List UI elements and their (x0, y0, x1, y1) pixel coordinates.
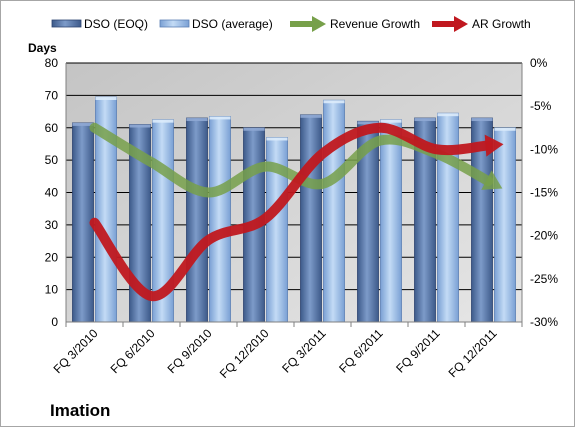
bar-cap (323, 100, 345, 104)
bar-cap (357, 121, 379, 125)
y2-tick-label: -30% (530, 315, 558, 329)
series-arrowhead (484, 134, 504, 157)
x-tick-label: FQ 9/2010 (165, 326, 215, 376)
x-tick-label: FQ 12/2011 (446, 326, 500, 380)
bar (209, 116, 231, 323)
y-tick-label: 40 (45, 186, 59, 200)
y-tick-labels-right: -30% -25% -20% -15% -10% -5% 0% (530, 56, 558, 329)
series-arrowhead (481, 170, 503, 190)
axes (65, 63, 523, 323)
bar-cap (129, 124, 151, 128)
series-line (89, 122, 493, 302)
legend-swatch (51, 19, 82, 28)
bar (437, 112, 459, 323)
y2-tick-label: -15% (530, 186, 558, 200)
bar (323, 99, 345, 323)
x-tick-label: FQ 3/2011 (279, 326, 329, 376)
x-tick-label: FQ 6/2011 (336, 326, 386, 376)
y-tick-label: 80 (45, 56, 59, 70)
bar (186, 117, 208, 323)
bar-cap (95, 96, 117, 100)
legend-swatch (159, 19, 190, 28)
legend-label: AR Growth (472, 17, 531, 31)
y2-tick-label: -5% (530, 99, 552, 113)
y2-tick-label: -20% (530, 229, 558, 243)
bar (494, 127, 516, 323)
bar (300, 114, 322, 323)
y-tick-label: 70 (45, 88, 59, 102)
legend-label: DSO (average) (192, 17, 273, 31)
bar-cap (437, 113, 459, 117)
y2-tick-label: 0% (530, 56, 548, 70)
legend: DSO (EOQ) DSO (average) Revenue Growth AR G… (51, 16, 531, 32)
y-tick-label: 50 (45, 153, 59, 167)
bar-cap (380, 119, 402, 123)
y-tick-label: 10 (45, 283, 59, 297)
company-name: Imation (50, 401, 110, 420)
line-series (89, 122, 504, 302)
x-tick-label: FQ 6/2010 (108, 326, 158, 376)
y-tick-label: 0 (51, 315, 58, 329)
legend-label: Revenue Growth (330, 17, 420, 31)
y2-tick-label: -10% (530, 142, 558, 156)
y-tick-label: 60 (45, 121, 59, 135)
bar-cap (72, 122, 94, 126)
bar (380, 119, 402, 323)
legend-arrowhead (454, 16, 468, 32)
bar-cap (494, 127, 516, 131)
y-axis-title: Days (28, 41, 57, 55)
bar-cap (300, 114, 322, 118)
bar-cap (186, 118, 208, 122)
bar-cap (209, 116, 231, 120)
x-tick-label: FQ 12/2010 (217, 326, 272, 381)
bar-series (72, 96, 516, 323)
y-tick-label: 20 (45, 250, 59, 264)
y-tick-labels-left: 0 10 20 30 40 50 60 70 80 (45, 56, 59, 329)
legend-arrowhead (312, 16, 326, 32)
bar-cap (266, 137, 288, 141)
bar-cap (243, 127, 265, 131)
bar-cap (414, 118, 436, 122)
legend-label: DSO (EOQ) (84, 17, 148, 31)
y-tick-label: 30 (45, 218, 59, 232)
bar-cap (471, 118, 493, 122)
x-tick-label: FQ 3/2010 (51, 326, 101, 376)
x-tick-labels: FQ 3/2010 FQ 6/2010 FQ 9/2010 FQ 12/2010 FQ … (51, 326, 500, 381)
bar-cap (152, 119, 174, 123)
x-tick-label: FQ 9/2011 (393, 326, 443, 376)
y2-tick-label: -25% (530, 272, 558, 286)
